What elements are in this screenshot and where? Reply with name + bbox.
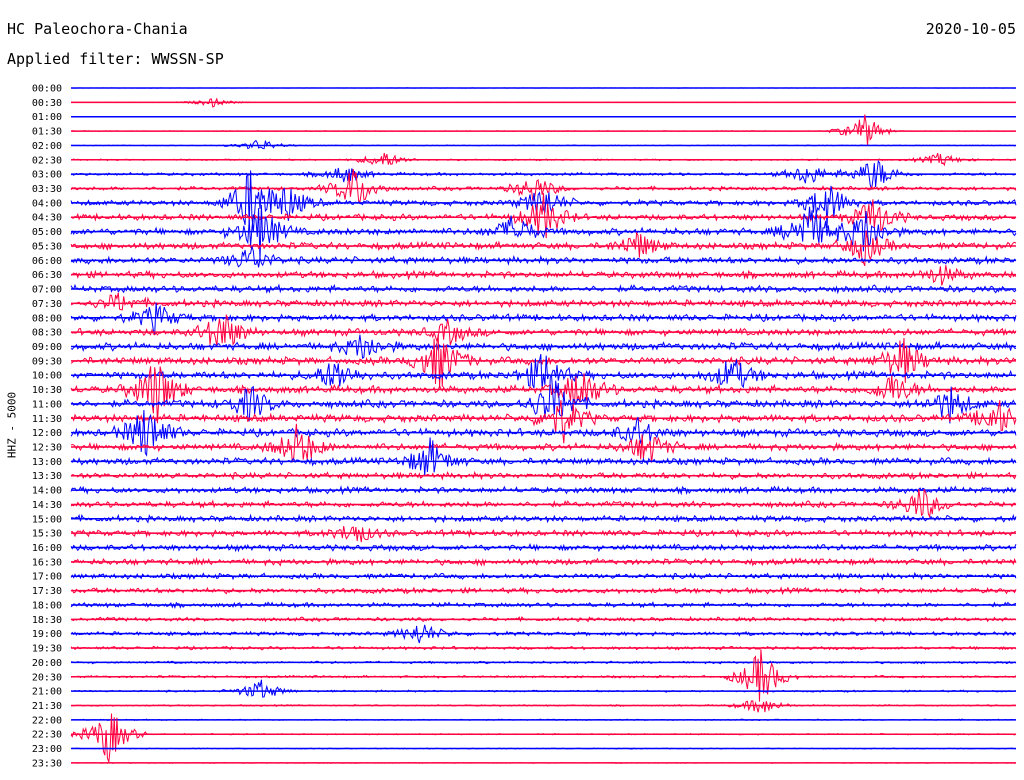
row-time-label: 23:30 <box>32 758 62 769</box>
row-time-label: 09:00 <box>32 342 62 353</box>
row-time-label: 19:00 <box>32 629 62 640</box>
row-time-label: 21:00 <box>32 687 62 698</box>
row-time-label: 12:00 <box>32 428 62 439</box>
row-time-label: 13:00 <box>32 457 62 468</box>
row-time-label: 14:30 <box>32 500 62 511</box>
row-time-label: 15:30 <box>32 529 62 540</box>
row-time-label: 12:30 <box>32 443 62 454</box>
date-label: 2020-10-05 <box>925 20 1016 38</box>
trace-row-0300 <box>70 159 1017 190</box>
row-time-label: 01:00 <box>32 112 62 123</box>
row-time-label: 01:30 <box>32 127 62 138</box>
row-time-label: 07:00 <box>32 285 62 296</box>
trace-row-2030 <box>70 649 1017 702</box>
row-time-label: 08:30 <box>32 328 62 339</box>
row-time-label: 16:00 <box>32 543 62 554</box>
row-time-label: 10:30 <box>32 385 62 396</box>
row-time-label: 10:00 <box>32 371 62 382</box>
trace-row-2130 <box>70 700 1016 713</box>
trace-row-0400 <box>70 170 1017 233</box>
row-time-label: 08:00 <box>32 313 62 324</box>
row-time-label: 02:00 <box>32 141 62 152</box>
trace-row-0500 <box>70 204 1017 262</box>
row-time-label: 04:30 <box>32 213 62 224</box>
row-time-label: 05:00 <box>32 227 62 238</box>
row-time-label: 00:00 <box>32 84 62 95</box>
row-time-label: 14:00 <box>32 486 62 497</box>
row-time-label: 03:30 <box>32 184 62 195</box>
row-time-label: 11:30 <box>32 414 62 425</box>
trace-row-2100 <box>70 679 1017 698</box>
row-time-label: 13:30 <box>32 471 62 482</box>
row-time-label: 04:00 <box>32 198 62 209</box>
row-time-label: 02:30 <box>32 155 62 166</box>
row-time-label: 23:00 <box>32 744 62 755</box>
trace-row-0730 <box>70 292 1017 311</box>
row-time-label: 00:30 <box>32 98 62 109</box>
station-title: HC Paleochora-Chania <box>7 20 188 38</box>
trace-row-0200 <box>70 139 1017 150</box>
row-time-label: 22:30 <box>32 730 62 741</box>
row-time-label: 09:30 <box>32 356 62 367</box>
row-time-label: 07:30 <box>32 299 62 310</box>
row-time-label: 18:30 <box>32 615 62 626</box>
row-time-label: 05:30 <box>32 241 62 252</box>
row-time-label: 16:30 <box>32 557 62 568</box>
trace-row-1300 <box>70 437 1017 476</box>
row-time-label: 20:30 <box>32 672 62 683</box>
row-time-label: 06:30 <box>32 270 62 281</box>
row-time-label: 11:00 <box>32 399 62 410</box>
trace-row-1430 <box>70 488 1017 519</box>
row-time-label: 17:00 <box>32 572 62 583</box>
row-time-label: 22:00 <box>32 715 62 726</box>
row-time-label: 17:30 <box>32 586 62 597</box>
trace-row-1030 <box>70 366 1017 424</box>
trace-row-0530 <box>70 230 1017 266</box>
trace-row-0130 <box>70 114 1017 146</box>
row-time-label: 20:00 <box>32 658 62 669</box>
row-time-label: 15:00 <box>32 514 62 525</box>
trace-row-2230 <box>70 713 1017 763</box>
row-time-label: 19:30 <box>32 644 62 655</box>
row-time-label: 06:00 <box>32 256 62 267</box>
row-time-label: 18:00 <box>32 600 62 611</box>
trace-row-1530 <box>70 526 1017 543</box>
row-time-label: 21:30 <box>32 701 62 712</box>
row-time-label: 03:00 <box>32 170 62 181</box>
filter-label: Applied filter: WWSSN-SP <box>7 50 224 68</box>
